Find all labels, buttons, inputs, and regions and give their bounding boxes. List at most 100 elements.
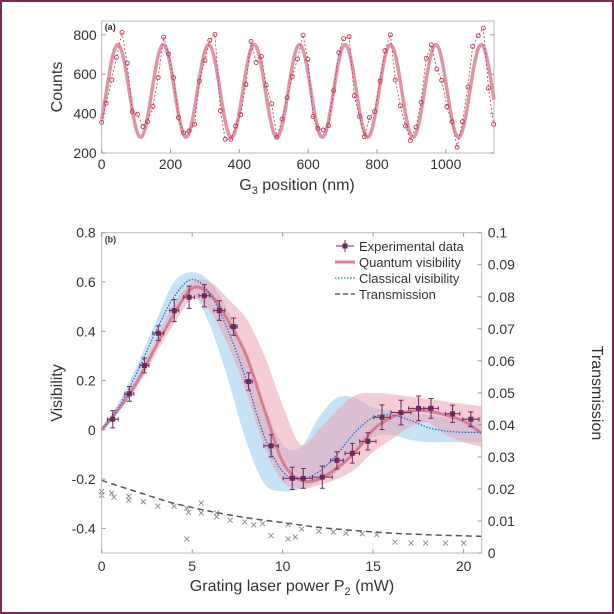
y-tick-label: 200 [73, 145, 97, 161]
experimental-point [349, 450, 355, 456]
data-point [377, 78, 383, 84]
x-tick-label: 10 [275, 558, 291, 574]
data-point [413, 124, 419, 130]
data-point [356, 114, 362, 120]
transmission-point [373, 531, 380, 538]
data-point [171, 75, 177, 80]
quantum-visibility-band [101, 279, 482, 490]
experimental-point [428, 405, 434, 411]
experimental-point [155, 330, 161, 336]
data-point [326, 123, 331, 129]
y2-tick-label: 0.1 [488, 225, 508, 241]
x-tick-label: 800 [365, 156, 389, 172]
data-point [284, 95, 290, 101]
x-tick-label: 600 [296, 156, 320, 172]
data-point [418, 99, 424, 105]
y-tick-label: 0.2 [76, 373, 96, 389]
transmission-point [140, 498, 147, 505]
transmission-point [111, 494, 117, 501]
transmission-point [259, 520, 266, 527]
transmission-point [171, 503, 177, 510]
y-tick-label: 600 [73, 66, 97, 82]
experimental-point [319, 474, 325, 480]
x-tick-label: 15 [365, 558, 381, 574]
x-axis-label: G3 position (nm) [239, 177, 355, 197]
data-point [320, 127, 326, 133]
legend-label: Classical visibility [359, 271, 460, 286]
data-point [181, 130, 187, 136]
data-point [305, 56, 311, 62]
y-tick-label: -0.4 [72, 520, 96, 536]
data-point [289, 74, 295, 80]
experimental-point [334, 457, 340, 463]
transmission-point [250, 521, 257, 528]
data-point [263, 82, 269, 88]
y2-tick-label: 0.06 [488, 353, 515, 369]
experimental-point [201, 293, 207, 299]
transmission-point [292, 534, 299, 540]
data-point [407, 138, 413, 144]
experimental-point [416, 405, 422, 411]
data-point [253, 60, 259, 66]
y2-axis-label: Transmission [588, 346, 605, 441]
data-point [99, 119, 105, 125]
x-tick-label: 400 [228, 156, 252, 172]
experimental-point [186, 294, 192, 300]
data-point [428, 42, 434, 48]
data-point [103, 100, 109, 106]
data-point [258, 54, 264, 59]
data-connecting-line [101, 26, 495, 148]
x-tick-label: 200 [159, 156, 183, 172]
y2-tick-label: 0 [488, 545, 496, 561]
transmission-point [422, 540, 429, 546]
y-tick-label: 0.4 [76, 323, 96, 339]
transmission-point [408, 540, 414, 546]
data-point [238, 112, 244, 118]
y2-tick-label: 0.07 [488, 321, 515, 337]
panel-a-axes-box [101, 20, 495, 154]
data-point [109, 77, 115, 83]
data-point [341, 36, 347, 42]
data-point [207, 38, 213, 43]
data-point [212, 31, 218, 37]
data-point [392, 77, 398, 83]
data-point [459, 119, 465, 125]
x-tick-label: 5 [188, 558, 196, 574]
data-point [175, 115, 181, 120]
experimental-point [365, 438, 371, 444]
data-point [331, 88, 337, 93]
data-point [486, 85, 491, 91]
y-tick-label: 0 [88, 422, 96, 438]
data-point [140, 124, 146, 130]
y-tick-label: -0.2 [72, 471, 96, 487]
data-point [434, 66, 440, 72]
y-tick-label: 800 [73, 27, 97, 43]
data-point [222, 136, 228, 142]
legend-label: Experimental data [359, 239, 465, 254]
x-tick-label: 0 [98, 156, 106, 172]
data-point [196, 78, 202, 84]
data-point [491, 121, 497, 127]
data-point [248, 39, 254, 44]
transmission-point [460, 540, 467, 546]
y-tick-label: 400 [73, 106, 97, 122]
x-axis-label: Grating laser power P2 (mW) [190, 578, 394, 598]
data-point [192, 121, 198, 127]
data-point [351, 93, 357, 99]
data-point [279, 116, 285, 122]
transmission-point [330, 529, 337, 535]
y2-tick-label: 0.01 [488, 513, 515, 529]
experimental-point [110, 416, 116, 422]
legend-marker-experimental [342, 243, 348, 249]
transmission-point [183, 536, 190, 542]
data-point [228, 136, 234, 142]
data-point [166, 51, 171, 57]
data-point [382, 48, 388, 54]
data-point [186, 128, 192, 134]
transmission-point [316, 528, 322, 535]
transmission-point [241, 519, 248, 525]
transmission-point [183, 505, 190, 511]
data-point [366, 115, 372, 120]
transmission-point [154, 503, 161, 510]
